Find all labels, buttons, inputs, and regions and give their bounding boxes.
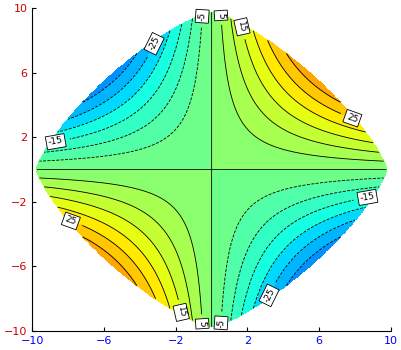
Text: 5: 5 (197, 321, 207, 327)
Text: -5: -5 (197, 12, 207, 21)
Text: 15: 15 (175, 306, 186, 319)
Text: -25: -25 (261, 287, 275, 304)
Text: -15: -15 (358, 192, 375, 203)
Text: -25: -25 (146, 35, 161, 52)
Text: 25: 25 (344, 112, 358, 124)
Text: -15: -15 (48, 136, 64, 147)
Text: 25: 25 (64, 215, 77, 227)
Text: 15: 15 (236, 20, 247, 33)
Text: 5: 5 (216, 12, 225, 19)
Text: -5: -5 (216, 318, 225, 328)
